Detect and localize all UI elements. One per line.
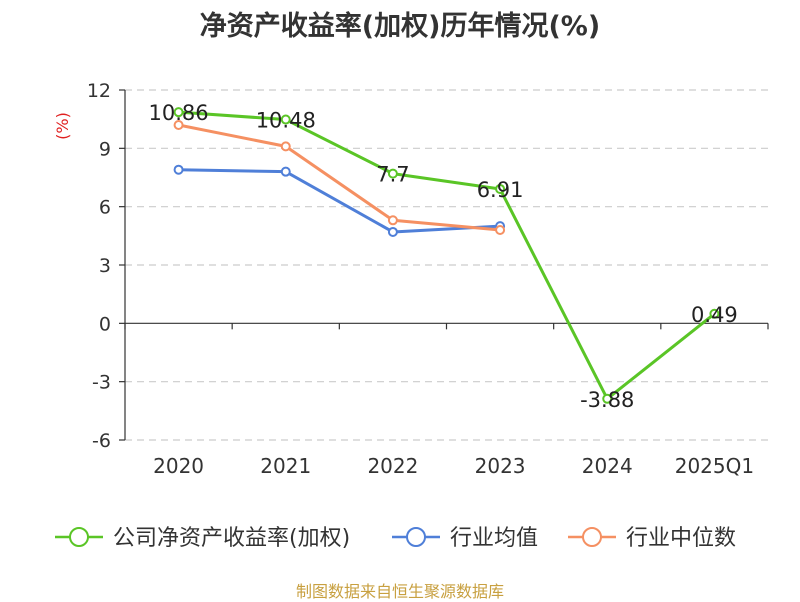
x-tick-label: 2023 [475, 454, 526, 478]
legend[interactable]: 公司净资产收益率(加权) 行业均值 行业中位数 [55, 526, 736, 551]
y-tick-label: 6 [99, 197, 111, 219]
x-tick-label: 2025Q1 [675, 454, 754, 478]
data-point[interactable] [387, 168, 398, 179]
legend-marker[interactable] [406, 527, 426, 547]
x-tick-label: 2024 [582, 454, 633, 478]
data-point[interactable] [280, 114, 291, 125]
x-tick-label: 2020 [153, 454, 204, 478]
data-point[interactable] [173, 164, 184, 175]
legend-label[interactable]: 公司净资产收益率(加权) [113, 526, 350, 551]
legend-label[interactable]: 行业中位数 [626, 526, 736, 551]
axes: 12 9 6 3 0 -3 -6 2020 2021 2022 2023 2024 2025Q1 (%) [53, 80, 769, 478]
y-axis-label: (%) [53, 112, 72, 140]
source-note: 制图数据来自恒生聚源数据库 [295, 582, 504, 601]
data-label: 6.91 [477, 178, 524, 202]
data-label: 7.7 [376, 163, 409, 187]
grid-lines [125, 89, 768, 441]
series-line [178, 123, 501, 232]
data-label: 0.49 [691, 303, 738, 327]
series-line [178, 110, 716, 401]
x-tick-label: 2021 [260, 454, 311, 478]
series-line [178, 168, 501, 234]
data-point[interactable] [709, 308, 720, 319]
y-tick-label: -3 [92, 372, 111, 394]
data-point[interactable] [387, 215, 398, 226]
data-label: -3.88 [580, 388, 634, 412]
data-point[interactable] [173, 107, 184, 118]
data-point[interactable] [495, 183, 506, 194]
legend-marker[interactable] [582, 527, 602, 547]
data-point[interactable] [173, 120, 184, 130]
y-tick-label: 0 [99, 313, 111, 335]
x-tick-label: 2022 [367, 454, 418, 478]
data-labels: 10.86 10.48 7.7 6.91 -3.88 0.49 [149, 101, 738, 412]
y-tick-label: 3 [99, 255, 111, 277]
legend-label[interactable]: 行业均值 [450, 526, 538, 551]
data-point[interactable] [602, 393, 613, 404]
data-label: 10.48 [256, 109, 316, 133]
series-layer [173, 107, 720, 404]
y-tick-label: 12 [87, 80, 111, 102]
data-label: 10.86 [149, 101, 209, 125]
y-tick-label: 9 [99, 138, 111, 160]
chart-title: 净资产收益率(加权)历年情况(%) [199, 11, 601, 42]
data-point[interactable] [280, 166, 291, 177]
legend-marker[interactable] [69, 527, 89, 547]
data-point[interactable] [495, 225, 506, 235]
data-point[interactable] [387, 226, 398, 237]
y-tick-label: -6 [92, 430, 111, 452]
data-point[interactable] [280, 141, 291, 152]
